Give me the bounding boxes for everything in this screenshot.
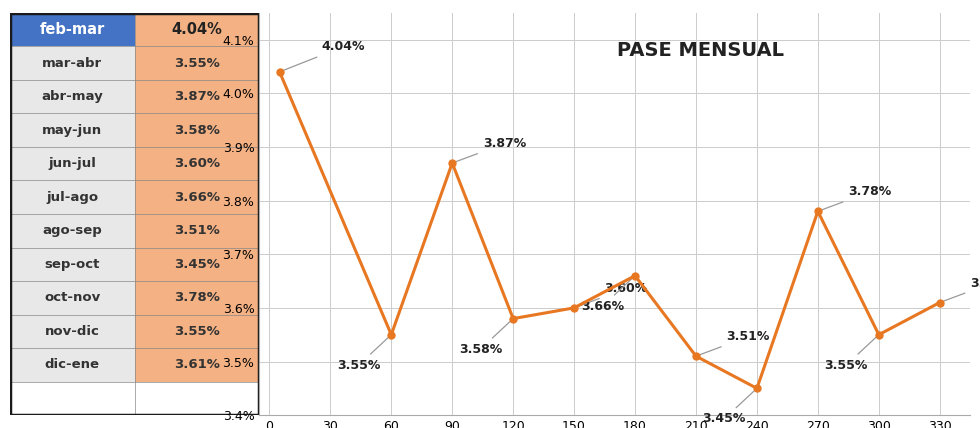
Text: 4.04%: 4.04% [172,22,222,37]
Bar [10,281,134,315]
Bar [134,214,260,247]
Text: sep-oct: sep-oct [44,258,100,271]
Text: PASE MENSUAL: PASE MENSUAL [616,41,784,60]
Bar [134,46,260,80]
Bar [134,315,260,348]
Text: 3.61%: 3.61% [943,276,980,302]
Bar [10,214,134,247]
Text: nov-dic: nov-dic [45,325,100,338]
Bar [10,247,134,281]
Text: feb-mar: feb-mar [39,22,105,37]
Bar [10,113,134,147]
Text: 3.78%: 3.78% [174,291,220,304]
Bar [134,348,260,382]
Text: 3.60%: 3.60% [576,282,648,307]
Text: mar-abr: mar-abr [42,56,102,70]
Bar [134,13,260,46]
Text: 4.04%: 4.04% [282,40,365,71]
Bar [10,46,134,80]
Text: 3.55%: 3.55% [824,336,877,372]
Bar [134,181,260,214]
Text: jul-ago: jul-ago [46,191,98,204]
Text: may-jun: may-jun [42,124,102,137]
Bar [10,181,134,214]
Text: 3.60%: 3.60% [173,157,220,170]
Bar [10,348,134,382]
Bar [10,80,134,113]
Text: jun-jul: jun-jul [48,157,96,170]
Bar [10,147,134,181]
Text: 3.87%: 3.87% [174,90,220,103]
Text: 3.58%: 3.58% [174,124,220,137]
Text: ago-sep: ago-sep [42,224,102,237]
Text: 3.87%: 3.87% [455,137,526,162]
Bar [10,315,134,348]
Text: 3.55%: 3.55% [174,325,220,338]
Text: 3.45%: 3.45% [703,390,755,425]
Bar [134,281,260,315]
Bar [134,80,260,113]
Text: abr-may: abr-may [41,90,103,103]
Text: 3.45%: 3.45% [174,258,220,271]
Text: 3.66%: 3.66% [173,191,220,204]
Text: oct-nov: oct-nov [44,291,100,304]
Text: 3.51%: 3.51% [699,330,770,355]
Text: 3.58%: 3.58% [459,321,512,356]
Text: dic-ene: dic-ene [45,358,100,372]
Bar [134,147,260,181]
Bar [10,13,134,46]
Text: 3.78%: 3.78% [820,185,892,210]
Text: 3.66%: 3.66% [581,278,633,313]
Text: 3.61%: 3.61% [174,358,220,372]
Bar [134,113,260,147]
Bar [134,247,260,281]
Text: 3.55%: 3.55% [337,336,389,372]
Text: 3.55%: 3.55% [174,56,220,70]
Text: 3.51%: 3.51% [174,224,220,237]
